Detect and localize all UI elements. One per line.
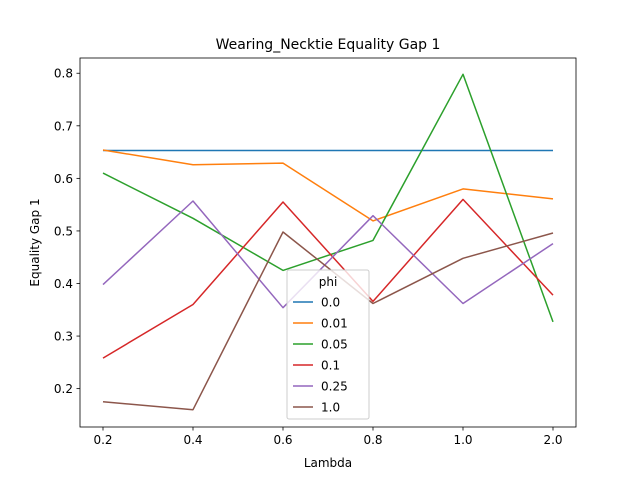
legend-label: 0.0 — [321, 296, 340, 310]
x-tick-label: 1.0 — [453, 433, 472, 447]
legend-label: 0.25 — [321, 380, 348, 394]
legend-label: 0.05 — [321, 338, 348, 352]
y-tick-label: 0.7 — [54, 119, 73, 133]
series-layer — [102, 73, 554, 411]
legend-box — [286, 269, 370, 420]
chart-title: Wearing_Necktie Equality Gap 1 — [216, 37, 441, 53]
plot-frame — [79, 57, 577, 428]
series-line — [102, 73, 554, 323]
y-tick-label: 0.5 — [54, 224, 73, 238]
x-tick-label: 2.0 — [543, 433, 562, 447]
legend-label: 0.01 — [321, 317, 348, 331]
x-tick-label: 0.2 — [93, 433, 112, 447]
y-tick-label: 0.8 — [54, 67, 73, 81]
legend: phi 0.0 0.01 0.05 0.1 0.25 1.0 — [286, 269, 370, 420]
y-axis: 0.2 0.3 0.4 0.5 0.6 0.7 0.8 — [54, 67, 80, 396]
y-tick-label: 0.4 — [54, 277, 73, 291]
x-tick-label: 0.8 — [363, 433, 382, 447]
x-axis: 0.2 0.4 0.6 0.8 1.0 2.0 — [93, 427, 563, 447]
legend-label: 1.0 — [321, 401, 340, 415]
series-line — [102, 231, 554, 411]
x-tick-label: 0.4 — [183, 433, 202, 447]
y-tick-label: 0.2 — [54, 382, 73, 396]
y-tick-label: 0.3 — [54, 330, 73, 344]
y-axis-label: Equality Gap 1 — [28, 198, 42, 286]
legend-title: phi — [319, 275, 338, 289]
x-tick-label: 0.6 — [273, 433, 292, 447]
y-tick-label: 0.6 — [54, 172, 73, 186]
series-line — [102, 200, 554, 309]
x-axis-label: Lambda — [304, 456, 352, 470]
legend-label: 0.1 — [321, 359, 340, 373]
series-line — [102, 149, 554, 222]
series-line — [102, 198, 554, 359]
